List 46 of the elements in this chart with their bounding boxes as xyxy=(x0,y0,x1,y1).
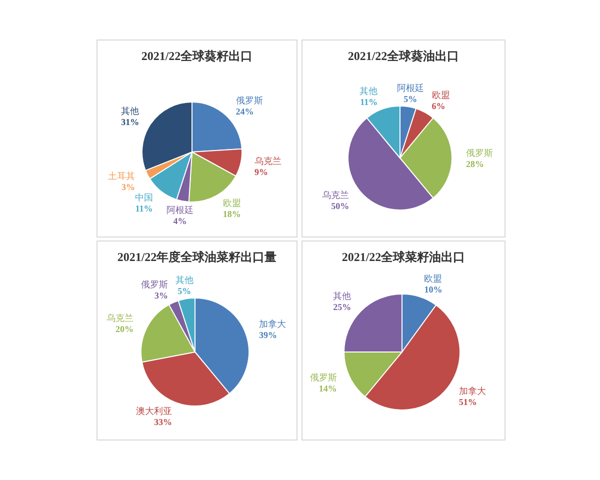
slice-label: 欧盟 xyxy=(424,274,442,284)
chart-title: 2021/22全球葵油出口 xyxy=(348,49,460,63)
chart-title: 2021/22全球菜籽油出口 xyxy=(342,250,466,264)
chart-title: 2021/22年度全球油菜籽出口量 xyxy=(117,250,277,264)
slice-label: 中国 xyxy=(134,192,153,203)
data-label: 5% xyxy=(178,286,192,296)
data-label: 11% xyxy=(360,96,378,107)
data-label: 5% xyxy=(404,94,418,104)
data-label: 28% xyxy=(466,159,484,169)
data-label: 3% xyxy=(154,290,168,301)
data-label: 25% xyxy=(333,302,352,312)
data-label: 24% xyxy=(236,106,254,116)
slice-label: 其他 xyxy=(121,106,140,116)
data-label: 6% xyxy=(432,101,446,112)
data-label: 14% xyxy=(318,384,337,394)
data-label: 4% xyxy=(173,216,187,226)
slice-label: 阿根廷 xyxy=(166,204,194,215)
data-label: 33% xyxy=(154,416,172,427)
slice-label: 其他 xyxy=(360,86,378,96)
slice-label: 乌克兰 xyxy=(254,156,282,166)
data-label: 39% xyxy=(258,330,277,340)
data-label: 3% xyxy=(121,182,135,192)
slice-label: 俄罗斯 xyxy=(236,95,263,106)
slice-label: 俄罗斯 xyxy=(140,280,168,290)
data-label: 50% xyxy=(331,201,350,212)
slice-label: 土耳其 xyxy=(108,171,135,182)
slice-label: 加拿大 xyxy=(258,318,286,329)
slice-label: 欧盟 xyxy=(222,198,241,208)
data-label: 31% xyxy=(121,117,140,128)
slice-label: 其他 xyxy=(333,291,352,302)
slice-label: 乌克兰 xyxy=(106,313,134,324)
slice-label: 其他 xyxy=(175,274,194,285)
data-label: 20% xyxy=(115,324,134,334)
slice-label: 欧盟 xyxy=(432,90,450,100)
data-label: 51% xyxy=(458,397,477,408)
slice-label: 阿根廷 xyxy=(396,82,424,93)
slice-label: 俄罗斯 xyxy=(310,372,337,383)
chart-title: 2021/22全球葵籽出口 xyxy=(141,49,253,63)
data-label: 18% xyxy=(222,209,241,220)
data-label: 10% xyxy=(424,284,442,295)
slice-label: 俄罗斯 xyxy=(466,148,493,158)
slice-label: 加拿大 xyxy=(458,386,486,396)
slice-label: 乌克兰 xyxy=(322,190,350,200)
data-label: 9% xyxy=(254,166,268,177)
slice-label: 澳大利亚 xyxy=(136,406,172,416)
data-label: 11% xyxy=(135,204,153,214)
